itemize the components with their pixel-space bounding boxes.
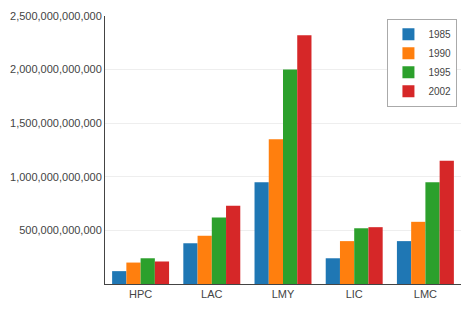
svg-text:2,000,000,000,000: 2,000,000,000,000 <box>10 63 102 75</box>
svg-text:1990: 1990 <box>428 48 451 59</box>
svg-text:LIC: LIC <box>346 288 363 300</box>
svg-text:2,500,000,000,000: 2,500,000,000,000 <box>10 10 102 22</box>
svg-text:HPC: HPC <box>129 288 152 300</box>
svg-text:LMC: LMC <box>414 288 437 300</box>
svg-text:1995: 1995 <box>428 67 451 78</box>
svg-text:1,500,000,000,000: 1,500,000,000,000 <box>10 117 102 129</box>
svg-text:1,000,000,000,000: 1,000,000,000,000 <box>10 171 102 183</box>
svg-text:500,000,000,000: 500,000,000,000 <box>19 224 102 236</box>
svg-text:LAC: LAC <box>201 288 222 300</box>
svg-text:2002: 2002 <box>428 86 451 97</box>
svg-text:1985: 1985 <box>428 29 451 40</box>
svg-text:LMY: LMY <box>272 288 295 300</box>
